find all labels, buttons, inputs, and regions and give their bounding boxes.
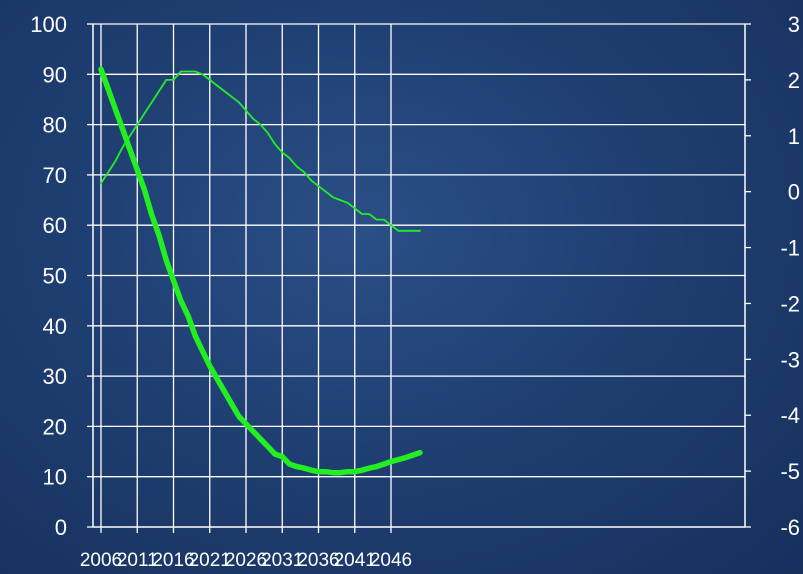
right-tick-label: 0 [788,180,800,205]
right-tick-label: 1 [788,124,800,149]
x-tick-label: 2011 [117,550,158,571]
right-tick-label: -2 [780,291,800,316]
left-tick-label: 0 [55,515,67,540]
left-tick-label: 100 [30,12,67,37]
x-tick-label: 2031 [261,550,303,571]
left-tick-label: 30 [43,364,67,389]
left-tick-label: 40 [43,314,67,339]
right-tick-label: -6 [780,515,800,540]
right-tick-label: 3 [788,12,800,37]
left-tick-label: 80 [43,113,67,138]
left-tick-label: 20 [43,414,67,439]
x-tick-label: 2016 [152,550,194,571]
x-tick-label: 2021 [189,550,231,571]
left-tick-label: 60 [43,213,67,238]
right-tick-label: 2 [788,68,800,93]
right-tick-label: -5 [780,459,800,484]
series-line-thick [98,66,423,476]
right-tick-label: -3 [780,347,800,372]
series-line-thin [100,70,421,232]
series-lines [98,66,423,476]
x-tick-label: 2046 [370,550,412,571]
right-y-axis-ticks: -6 -5 -4 -3 -2 -1 0 1 2 3 [745,12,800,540]
x-tick-label: 2026 [225,550,267,571]
x-tick-label: 2006 [80,550,122,571]
left-y-axis-ticks: 0 10 20 30 40 50 60 70 80 90 100 [30,12,93,540]
left-tick-label: 70 [43,163,67,188]
left-tick-label: 90 [43,62,67,87]
left-tick-label: 10 [43,465,67,490]
x-tick-label: 2036 [297,550,339,571]
right-tick-label: -1 [780,236,800,261]
left-tick-label: 50 [43,264,67,289]
right-tick-label: -4 [780,403,800,428]
x-tick-label: 2041 [334,550,376,571]
